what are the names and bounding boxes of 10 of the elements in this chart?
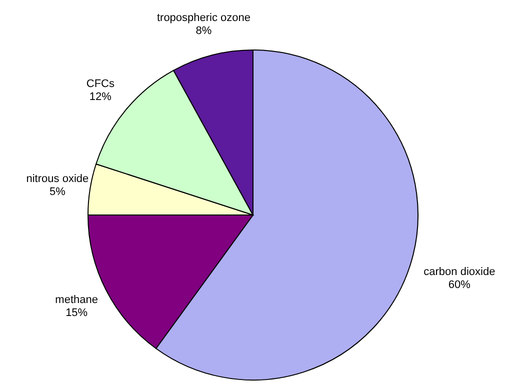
- slice-label: nitrous oxide: [26, 173, 89, 186]
- data-label: 5%: [49, 186, 66, 198]
- slice-label: tropospheric ozone: [156, 12, 251, 24]
- data-label: 15%: [66, 306, 88, 319]
- data-label: 12%: [89, 90, 112, 103]
- slice-label: carbon dioxide: [424, 266, 496, 278]
- data-label: 60%: [448, 279, 471, 292]
- data-label: 8%: [196, 25, 212, 38]
- slice-label: CFCs: [86, 78, 115, 90]
- slice-label: methane: [55, 294, 98, 306]
